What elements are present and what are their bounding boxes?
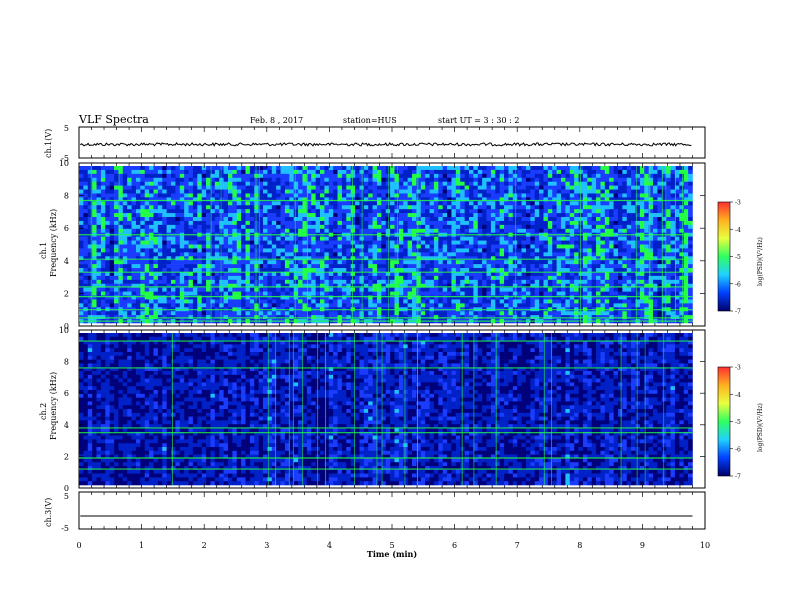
ch1-colorbar-label: log(PSD)(V²/Hz) bbox=[757, 237, 764, 286]
colorbar-tick-label: -7 bbox=[735, 474, 741, 481]
colorbar-tick-label: -6 bbox=[735, 446, 741, 453]
ch2-colorbar-label: log(PSD)(V²/Hz) bbox=[757, 403, 764, 452]
ch1-ticks bbox=[78, 127, 706, 158]
x-tick-label: 10 bbox=[700, 541, 710, 550]
colorbar-tick-label: -6 bbox=[735, 281, 741, 288]
x-tick-label: 0 bbox=[76, 541, 81, 550]
ch1-spectrogram-image bbox=[79, 166, 693, 324]
y-tick-label: 4 bbox=[64, 421, 69, 430]
y-tick-label: 6 bbox=[64, 389, 69, 398]
ch1-ytick-bottom: -5 bbox=[61, 154, 69, 163]
x-tick-label: 2 bbox=[202, 541, 207, 550]
ch1-spec-ticks bbox=[78, 163, 706, 326]
colorbar-tick-label: -5 bbox=[735, 419, 741, 426]
ch2-spec-ylabel-freq: Frequency (kHz) bbox=[49, 372, 58, 440]
ch1-colorbar: -3 -4 -5 -6 -7 log(PSD)(V²/Hz) bbox=[717, 200, 764, 316]
x-tick-label: 4 bbox=[327, 541, 332, 550]
ch3-ytick-top: 5 bbox=[64, 492, 69, 501]
y-tick-label: 0 bbox=[64, 322, 69, 331]
ch3-waveform-panel: 5 -5 ch.3(V) bbox=[44, 491, 706, 533]
ch1-trace bbox=[79, 141, 692, 147]
y-tick-label: 0 bbox=[64, 484, 69, 493]
station-label: station=HUS bbox=[343, 116, 397, 125]
ch1-spectrogram-panel: 0 2 4 6 8 10 ch.1 Frequency (kHz) bbox=[39, 159, 706, 331]
x-tick-labels: 0 1 2 3 4 5 6 7 8 9 10 bbox=[76, 541, 710, 550]
x-tick-label: 5 bbox=[389, 541, 394, 550]
ch2-colorbar-ticks: -3 -4 -5 -6 -7 bbox=[730, 365, 741, 481]
x-tick-label: 3 bbox=[264, 541, 269, 550]
figure-title: VLF Spectra bbox=[78, 113, 149, 126]
ch2-spec-ticks bbox=[78, 330, 706, 488]
colorbar-tick-label: -4 bbox=[735, 392, 741, 399]
colorbar-tick-label: -5 bbox=[735, 254, 741, 261]
ch1-spec-ylabel: ch.1 bbox=[39, 242, 48, 259]
y-tick-label: 6 bbox=[64, 224, 69, 233]
y-tick-label: 10 bbox=[59, 326, 69, 335]
ch1-colorbar-ticks: -3 -4 -5 -6 -7 bbox=[730, 200, 741, 316]
x-tick-label: 1 bbox=[139, 541, 144, 550]
ch1-ytick-top: 5 bbox=[64, 124, 69, 133]
colorbar-tick-label: -3 bbox=[735, 200, 741, 207]
start-time-label: start UT = 3 : 30 : 2 bbox=[438, 116, 519, 125]
ch2-spec-ylabel: ch.2 bbox=[39, 403, 48, 420]
y-tick-label: 4 bbox=[64, 257, 69, 266]
x-tick-label: 7 bbox=[515, 541, 520, 550]
date-label: Feb. 8 , 2017 bbox=[250, 116, 303, 125]
ch1-spec-yticks: 0 2 4 6 8 10 bbox=[59, 159, 705, 331]
y-tick-label: 2 bbox=[64, 452, 69, 461]
ch2-colorbar: -3 -4 -5 -6 -7 log(PSD)(V²/Hz) bbox=[717, 365, 764, 481]
y-tick-label: 10 bbox=[59, 159, 69, 168]
y-tick-label: 8 bbox=[64, 192, 69, 201]
x-tick-label: 8 bbox=[577, 541, 582, 550]
colorbar-tick-label: -4 bbox=[735, 227, 741, 234]
ch2-spectrogram-panel: 0 2 4 6 8 10 ch.2 Frequency (kHz) bbox=[39, 326, 706, 493]
x-tick-label: 6 bbox=[452, 541, 457, 550]
ch3-ticks bbox=[78, 492, 706, 529]
x-axis-label: Time (min) bbox=[367, 549, 417, 559]
ch3-ylabel: ch.3(V) bbox=[44, 498, 53, 527]
ch2-spectrogram-image bbox=[79, 333, 693, 486]
ch3-ytick-bottom: -5 bbox=[61, 524, 69, 533]
colorbar-tick-label: -3 bbox=[735, 365, 741, 372]
colorbar-tick-label: -7 bbox=[735, 309, 741, 316]
ch2-spec-yticks: 0 2 4 6 8 10 bbox=[59, 326, 705, 493]
x-tick-label: 9 bbox=[640, 541, 645, 550]
ch1-spec-ylabel-freq: Frequency (kHz) bbox=[49, 209, 58, 277]
y-tick-label: 8 bbox=[64, 358, 69, 367]
y-tick-label: 2 bbox=[64, 289, 69, 298]
ch1-waveform-panel: 5 -5 ch.1(V) bbox=[44, 124, 706, 163]
ch1-ylabel: ch.1(V) bbox=[44, 129, 53, 158]
